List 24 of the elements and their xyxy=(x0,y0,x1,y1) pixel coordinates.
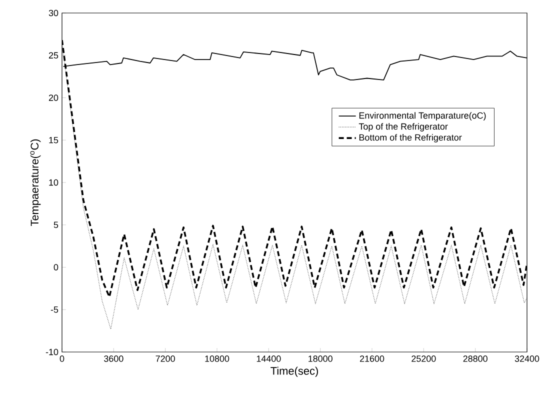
y-tick-label: 10 xyxy=(49,179,58,186)
y-tick-label: 20 xyxy=(48,94,58,101)
y-tick-label: 5 xyxy=(54,222,58,228)
x-axis-title: Time(sec) xyxy=(270,366,318,377)
x-tick-label: 10800 xyxy=(205,356,230,362)
x-tick-label: 25200 xyxy=(412,356,436,362)
x-tick-label: 28800 xyxy=(463,356,488,362)
legend-label: Environmental Temparature(oC) xyxy=(359,112,486,120)
y-tick-label: -5 xyxy=(50,306,58,313)
x-tick-label: 14400 xyxy=(256,356,281,362)
y-tick-label: 30 xyxy=(48,10,58,16)
x-tick-label: 0 xyxy=(60,356,64,362)
y-axis-title: Tempaerature($^{o}$C) xyxy=(30,139,41,226)
y-tick-label: 15 xyxy=(49,136,58,144)
legend-label: Top of the Refrigerator xyxy=(358,123,448,132)
x-tick-label: 18000 xyxy=(308,356,332,362)
x-tick-label: 21600 xyxy=(360,356,384,362)
legend-label: Bottom of the Refrigerator xyxy=(359,134,462,142)
y-tick-label: 0 xyxy=(54,264,58,270)
x-tick-label: 7200 xyxy=(156,356,175,362)
y-tick-label: -10 xyxy=(46,348,58,356)
x-tick-label: 3600 xyxy=(104,356,124,362)
y-tick-label: 25 xyxy=(48,52,58,59)
x-tick-label: 32400 xyxy=(514,356,540,362)
